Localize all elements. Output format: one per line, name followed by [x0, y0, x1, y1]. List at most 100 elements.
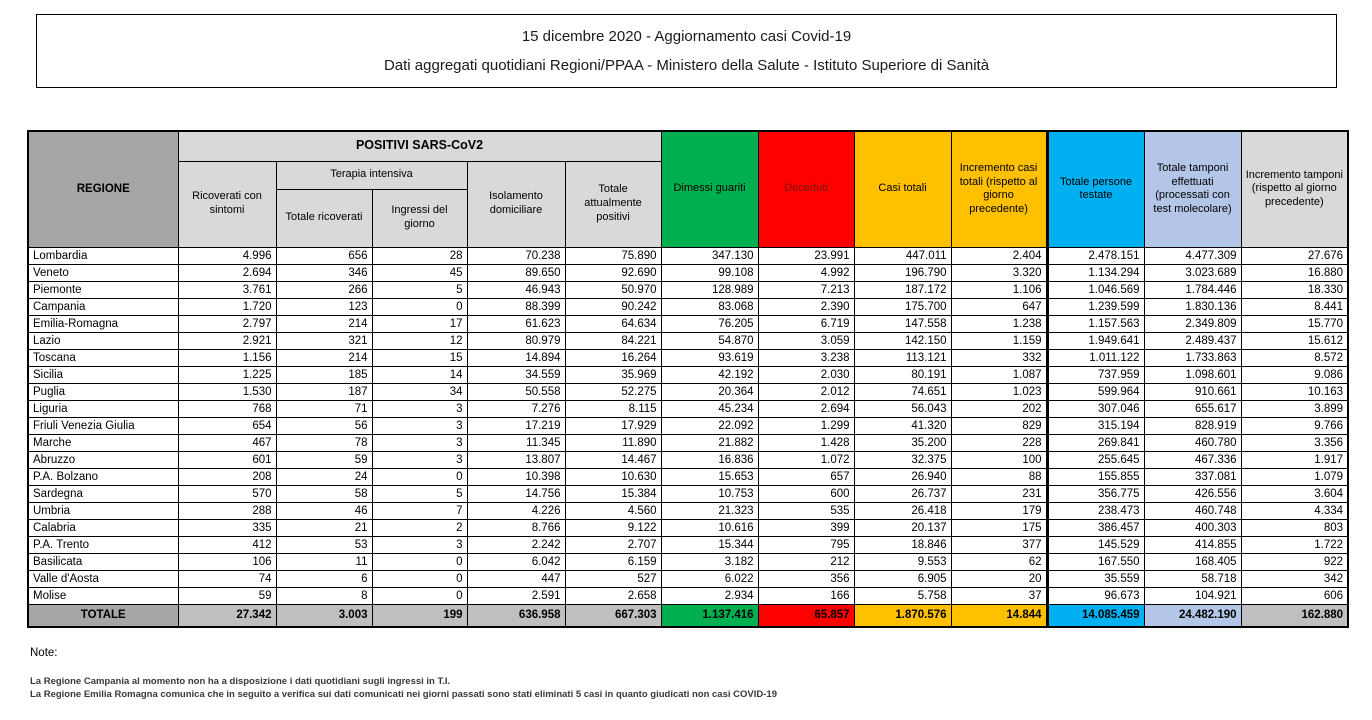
- value-cell: 35.559: [1045, 569, 1145, 588]
- value-cell: 1.239.599: [1045, 297, 1145, 316]
- value-cell: 214: [275, 314, 373, 333]
- value-cell: 128.989: [660, 280, 759, 299]
- value-cell: 828.919: [1143, 416, 1242, 435]
- value-cell: 467: [177, 433, 277, 452]
- value-cell: 45.234: [660, 399, 759, 418]
- total-value-cell: 667.303: [564, 603, 662, 628]
- value-cell: 3.899: [1240, 399, 1349, 418]
- value-cell: 321: [275, 331, 373, 350]
- value-cell: 3: [371, 399, 468, 418]
- value-cell: 17: [371, 314, 468, 333]
- value-cell: 99.108: [660, 263, 759, 282]
- region-name-cell: Sicilia: [27, 365, 179, 384]
- value-cell: 655.617: [1143, 399, 1242, 418]
- value-cell: 467.336: [1143, 450, 1242, 469]
- value-cell: 288: [177, 501, 277, 520]
- value-cell: 17.929: [564, 416, 662, 435]
- value-cell: 0: [371, 467, 468, 486]
- value-cell: 0: [371, 586, 468, 605]
- value-cell: 1.156: [177, 348, 277, 367]
- value-cell: 58: [275, 484, 373, 503]
- header-positivi-group: POSITIVI SARS-CoV2: [177, 130, 662, 162]
- value-cell: 447: [466, 569, 566, 588]
- value-cell: 1.299: [757, 416, 855, 435]
- header-terapia-intensiva-group: Terapia intensiva: [275, 160, 468, 190]
- value-cell: 3: [371, 535, 468, 554]
- table-header: REGIONE POSITIVI SARS-CoV2 Dimessi guari…: [27, 130, 1349, 248]
- value-cell: 59: [275, 450, 373, 469]
- value-cell: 657: [757, 467, 855, 486]
- value-cell: 62: [950, 552, 1048, 571]
- value-cell: 80.191: [853, 365, 952, 384]
- value-cell: 6.042: [466, 552, 566, 571]
- value-cell: 96.673: [1045, 586, 1145, 605]
- region-name-cell: Calabria: [27, 518, 179, 537]
- value-cell: 80.979: [466, 331, 566, 350]
- value-cell: 8.766: [466, 518, 566, 537]
- value-cell: 0: [371, 569, 468, 588]
- region-name-cell: P.A. Bolzano: [27, 467, 179, 486]
- region-name-cell: Sardegna: [27, 484, 179, 503]
- value-cell: 335: [177, 518, 277, 537]
- value-cell: 15.344: [660, 535, 759, 554]
- value-cell: 1.225: [177, 365, 277, 384]
- value-cell: 803: [1240, 518, 1349, 537]
- value-cell: 45: [371, 263, 468, 282]
- value-cell: 2.030: [757, 365, 855, 384]
- value-cell: 5: [371, 484, 468, 503]
- header-persone-testate: Totale persone testate: [1045, 130, 1145, 248]
- region-name-cell: Molise: [27, 586, 179, 605]
- value-cell: 88.399: [466, 297, 566, 316]
- header-deceduti: Deceduti: [757, 130, 855, 248]
- value-cell: 90.242: [564, 297, 662, 316]
- value-cell: 600: [757, 484, 855, 503]
- value-cell: 74: [177, 569, 277, 588]
- value-cell: 3.238: [757, 348, 855, 367]
- value-cell: 27.676: [1240, 246, 1349, 265]
- value-cell: 113.121: [853, 348, 952, 367]
- value-cell: 88: [950, 467, 1048, 486]
- value-cell: 92.690: [564, 263, 662, 282]
- value-cell: 214: [275, 348, 373, 367]
- value-cell: 10.163: [1240, 382, 1349, 401]
- value-cell: 269.841: [1045, 433, 1145, 452]
- value-cell: 7.276: [466, 399, 566, 418]
- value-cell: 10.753: [660, 484, 759, 503]
- value-cell: 1.072: [757, 450, 855, 469]
- value-cell: 61.623: [466, 314, 566, 333]
- value-cell: 21: [275, 518, 373, 537]
- table-row: Emilia-Romagna 2.797 214 17 61.623 64.634 76.2…: [27, 314, 1349, 333]
- value-cell: 315.194: [1045, 416, 1145, 435]
- region-name-cell: Basilicata: [27, 552, 179, 571]
- value-cell: 1.784.446: [1143, 280, 1242, 299]
- value-cell: 18.846: [853, 535, 952, 554]
- value-cell: 347.130: [660, 246, 759, 265]
- value-cell: 12: [371, 331, 468, 350]
- total-value-cell: 636.958: [466, 603, 566, 628]
- total-value-cell: 3.003: [275, 603, 373, 628]
- value-cell: 1.428: [757, 433, 855, 452]
- value-cell: 64.634: [564, 314, 662, 333]
- value-cell: 400.303: [1143, 518, 1242, 537]
- total-value-cell: 1.870.576: [853, 603, 952, 628]
- table-row: Valle d'Aosta 74 6 0 447 527 6.022 356 6.905 20 35…: [27, 569, 1349, 588]
- value-cell: 414.855: [1143, 535, 1242, 554]
- value-cell: 26.737: [853, 484, 952, 503]
- value-cell: 6.719: [757, 314, 855, 333]
- value-cell: 6.905: [853, 569, 952, 588]
- value-cell: 768: [177, 399, 277, 418]
- region-name-cell: Lombardia: [27, 246, 179, 265]
- value-cell: 332: [950, 348, 1048, 367]
- table-row: Marche 467 78 3 11.345 11.890 21.882 1.428 35.20…: [27, 433, 1349, 452]
- total-value-cell: 14.844: [950, 603, 1048, 628]
- value-cell: 3.761: [177, 280, 277, 299]
- value-cell: 2.478.151: [1045, 246, 1145, 265]
- value-cell: 155.855: [1045, 467, 1145, 486]
- value-cell: 10.630: [564, 467, 662, 486]
- value-cell: 0: [371, 552, 468, 571]
- value-cell: 104.921: [1143, 586, 1242, 605]
- table-row: Lombardia 4.996 656 28 70.238 75.890 347.130 23…: [27, 246, 1349, 265]
- header-attualmente-positivi: Totale attualmente positivi: [564, 160, 662, 248]
- value-cell: 15.612: [1240, 331, 1349, 350]
- header-terapia-totale-ricoverati: Totale ricoverati: [275, 188, 373, 248]
